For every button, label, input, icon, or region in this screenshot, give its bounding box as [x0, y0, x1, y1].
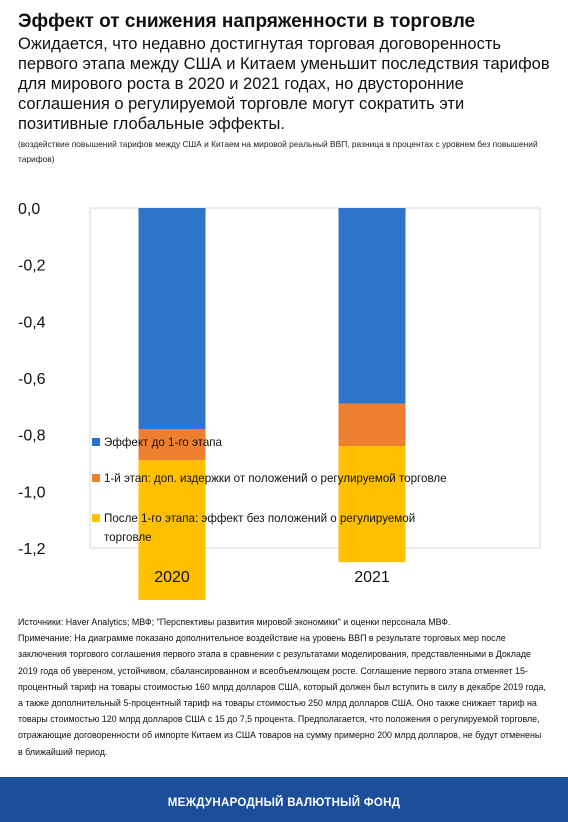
- legend-label-3: После 1-го этапа: эффект без положений о…: [104, 512, 415, 525]
- legend-label-3: торговле: [104, 531, 152, 544]
- methodology-note: Примечание: На диаграмме показано дополн…: [18, 633, 546, 757]
- y-tick-label: 0,0: [18, 201, 40, 218]
- legend-marker-2: [92, 474, 100, 482]
- legend-label-2: 1-й этап: доп. издержки от положений о р…: [104, 472, 447, 485]
- chart-units-note: (воздействие повышений тарифов между США…: [18, 139, 538, 164]
- legend-marker-1: [92, 438, 100, 446]
- bar-2021-series-2: [338, 403, 406, 446]
- y-tick-label: -0,8: [18, 428, 46, 445]
- bar-2021-series-1: [338, 208, 406, 404]
- bar-2020-series-1: [138, 208, 206, 429]
- y-tick-label: -1,0: [18, 484, 46, 501]
- bar-2021-series-3: [338, 446, 406, 563]
- legend-marker-3: [92, 514, 100, 522]
- legend-label-1: Эффект до 1-го этапа: [104, 436, 223, 449]
- y-tick-label: -0,2: [18, 258, 46, 275]
- sources-line: Источники: Haver Analytics; МВФ; "Перспе…: [18, 617, 451, 627]
- bar-chart: 0,0 -0,2 -0,4 -0,6 -0,8 -1,0 -1,2 2020 2021 Эффек…: [18, 201, 541, 600]
- x-tick-label-2021: 2021: [354, 569, 390, 586]
- x-tick-label-2020: 2020: [154, 569, 190, 586]
- y-tick-label: -0,4: [18, 314, 46, 331]
- plot-area-frame: [89, 207, 541, 549]
- bar-2020-series-2: [138, 429, 206, 461]
- footer-bar: МЕЖДУНАРОДНЫЙ ВАЛЮТНЫЙ ФОНД: [0, 777, 568, 822]
- chart-title: Эффект от снижения напряженности в торго…: [18, 11, 476, 32]
- y-tick-label: -1,2: [18, 541, 46, 558]
- source-notes: Источники: Haver Analytics; МВФ; "Перспе…: [18, 614, 546, 760]
- bar-2020-series-3: [138, 460, 206, 600]
- chart-subtitle: Ожидается, что недавно достигнутая торго…: [18, 35, 550, 133]
- footer-label: МЕЖДУНАРОДНЫЙ ВАЛЮТНЫЙ ФОНД: [167, 797, 401, 809]
- y-tick-label: -0,6: [18, 371, 46, 388]
